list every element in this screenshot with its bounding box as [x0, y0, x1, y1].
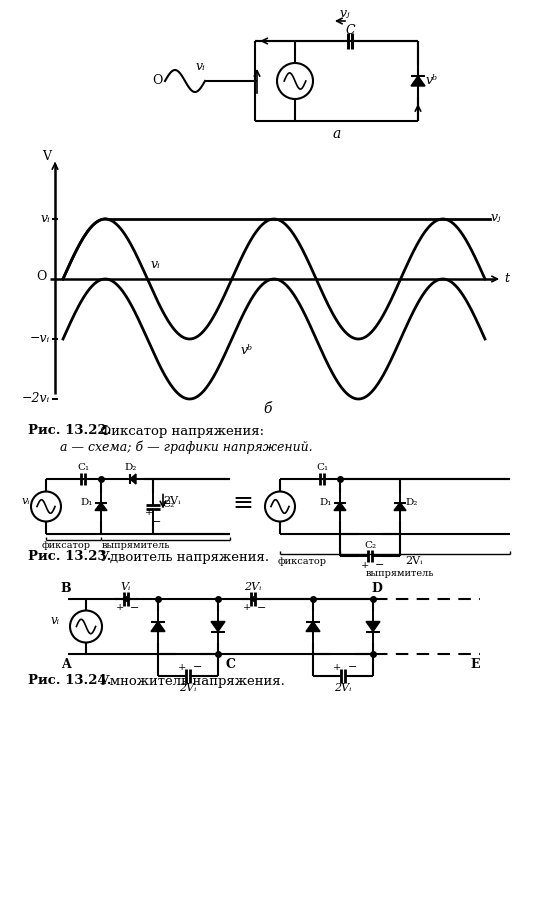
Text: Vᵢ: Vᵢ [121, 582, 131, 592]
Text: +: + [361, 561, 369, 570]
Text: vⱼ: vⱼ [491, 211, 502, 224]
Text: C: C [226, 657, 236, 671]
Text: vⱼ: vⱼ [340, 6, 350, 19]
Text: vᵢ: vᵢ [51, 614, 60, 627]
Polygon shape [151, 622, 165, 632]
Text: −: − [375, 560, 384, 570]
Text: C₁: C₁ [77, 464, 89, 473]
Text: Рис. 13.24.: Рис. 13.24. [28, 674, 112, 687]
Text: vᵢ: vᵢ [40, 213, 50, 225]
Text: C: C [345, 24, 355, 36]
Text: выпрямитель: выпрямитель [366, 570, 434, 578]
Polygon shape [130, 474, 136, 484]
Text: фиксатор: фиксатор [278, 557, 326, 566]
Text: −: − [348, 662, 358, 672]
Text: +: + [333, 663, 341, 672]
Text: ≡: ≡ [233, 491, 253, 514]
Text: +: + [178, 663, 186, 672]
Text: a — схема; б — графики напряжений.: a — схема; б — графики напряжений. [60, 440, 313, 454]
Polygon shape [366, 622, 380, 632]
Text: E: E [470, 657, 480, 671]
Text: D₂: D₂ [405, 498, 417, 507]
Polygon shape [394, 503, 406, 511]
Text: t: t [504, 273, 509, 285]
Text: vᵢ: vᵢ [151, 258, 161, 272]
Text: O: O [37, 271, 47, 284]
Text: D₁: D₁ [81, 498, 93, 507]
Text: vᵢ: vᵢ [21, 495, 30, 505]
Text: +: + [145, 508, 153, 517]
Text: C₂: C₂ [364, 541, 376, 550]
Text: −: − [153, 517, 162, 527]
Text: выпрямитель: выпрямитель [101, 542, 170, 551]
Text: −: − [130, 603, 140, 613]
Text: vᵢ: vᵢ [196, 61, 206, 74]
Polygon shape [306, 622, 320, 632]
Text: 2Vᵢ: 2Vᵢ [335, 683, 352, 693]
Text: D: D [372, 583, 382, 595]
Text: A: A [61, 657, 71, 671]
Text: а: а [333, 127, 341, 141]
Text: 2Vᵢ: 2Vᵢ [179, 683, 197, 693]
Polygon shape [411, 76, 425, 86]
Text: Рис. 13.23.: Рис. 13.23. [28, 551, 111, 564]
Text: Фиксатор напряжения:: Фиксатор напряжения: [96, 425, 264, 437]
Text: O: O [153, 75, 163, 87]
Text: Умножитель напряжения.: Умножитель напряжения. [96, 674, 285, 687]
Text: −: − [257, 603, 266, 613]
Text: б: б [264, 402, 272, 416]
Text: −2vᵢ: −2vᵢ [22, 393, 50, 405]
Polygon shape [95, 503, 107, 511]
Text: 2Vᵢ: 2Vᵢ [163, 496, 180, 506]
Text: D₂: D₂ [125, 464, 137, 473]
Polygon shape [334, 503, 346, 511]
Text: V: V [42, 151, 51, 164]
Text: −vᵢ: −vᵢ [30, 333, 50, 345]
Text: 2Vᵢ: 2Vᵢ [405, 556, 423, 566]
Text: Рис. 13.22.: Рис. 13.22. [28, 425, 112, 437]
Text: C₂: C₂ [162, 500, 174, 509]
Text: −: − [193, 662, 202, 672]
Text: +: + [116, 604, 124, 613]
Text: D₁: D₁ [320, 498, 332, 507]
Text: B: B [61, 583, 71, 595]
Text: C₁: C₁ [316, 464, 328, 473]
Text: фиксатор: фиксатор [41, 542, 91, 551]
Text: 2Vᵢ: 2Vᵢ [244, 582, 262, 592]
Text: vᵇ: vᵇ [240, 345, 252, 357]
Polygon shape [211, 622, 225, 632]
Text: vᵇ: vᵇ [426, 75, 438, 87]
Text: +: + [243, 604, 251, 613]
Text: Удвоитель напряжения.: Удвоитель напряжения. [96, 551, 269, 564]
